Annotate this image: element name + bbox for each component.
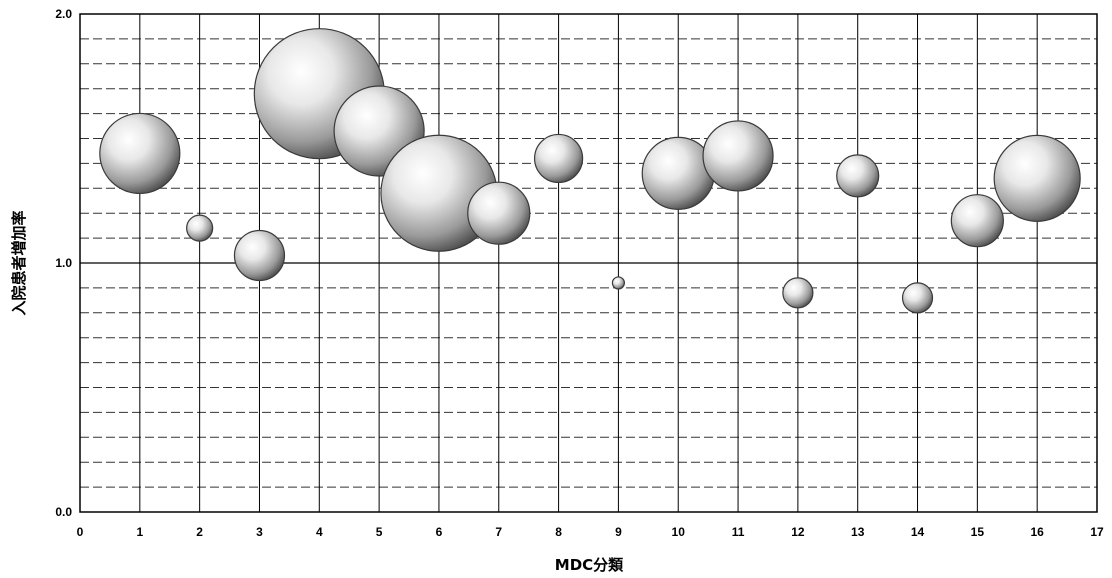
- x-tick-label: 6: [436, 525, 443, 539]
- x-axis-title: MDC分類: [555, 556, 624, 574]
- bubble-point: [99, 112, 181, 195]
- bubble-point: [233, 229, 286, 282]
- x-tick-label: 16: [1030, 525, 1044, 539]
- bubble-point: [611, 276, 626, 290]
- bubble-point: [950, 194, 1004, 248]
- tick-labels: 0 1 2 3 4 5 6 7 8 9 10 11 12 13 14 15 16 170.01.02.0: [55, 7, 1104, 539]
- x-tick-label: 11: [732, 525, 745, 539]
- plot-frame: [79, 13, 1098, 513]
- x-tick-label: 10: [672, 525, 686, 539]
- bubble-point: [782, 277, 814, 309]
- x-tick-label: 3: [256, 525, 263, 539]
- bubble-point: [467, 181, 531, 245]
- x-tick-label: 1: [136, 525, 143, 539]
- bubble-point: [533, 133, 584, 184]
- x-tick-label: 0: [77, 525, 84, 539]
- y-tick-label: 0.0: [55, 505, 72, 519]
- x-tick-label: 2: [196, 525, 203, 539]
- x-tick-label: 15: [971, 525, 985, 539]
- x-tick-label: 14: [911, 525, 925, 539]
- x-tick-label: 5: [376, 525, 383, 539]
- bubble-point: [993, 134, 1081, 222]
- x-tick-label: 4: [316, 525, 323, 539]
- bubble-point: [901, 282, 934, 314]
- bubble-point: [186, 214, 214, 242]
- y-tick-label: 1.0: [55, 256, 72, 270]
- bubble-point: [836, 154, 880, 198]
- x-tick-label: 7: [495, 525, 502, 539]
- x-tick-label: 12: [791, 525, 805, 539]
- x-tick-label: 9: [615, 525, 622, 539]
- y-tick-label: 2.0: [55, 7, 72, 21]
- grid: [80, 14, 1097, 512]
- y-axis-title: 入院患者増加率: [10, 210, 28, 315]
- bubble-point: [702, 120, 774, 192]
- x-tick-label: 8: [555, 525, 562, 539]
- x-tick-label: 17: [1090, 525, 1104, 539]
- bubble-series: [99, 28, 1081, 314]
- x-tick-label: 13: [851, 525, 865, 539]
